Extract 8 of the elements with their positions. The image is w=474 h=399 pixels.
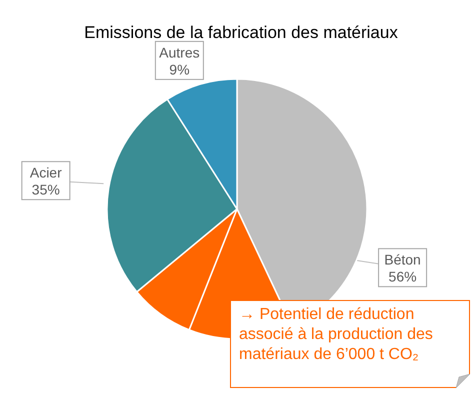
slice-label: Béton [384,252,421,268]
slice-label: Acier [30,164,62,181]
slice-label: Autres [159,44,200,60]
text: 35% [32,182,60,198]
chart-title: Emissions de la fabrication des matériaux [84,23,398,42]
text: 56% [388,268,417,285]
text: → Potentiel de réduction associé à la production des matériaux de 6’000 t CO₂ [239,306,433,363]
text: 9% [169,61,190,78]
